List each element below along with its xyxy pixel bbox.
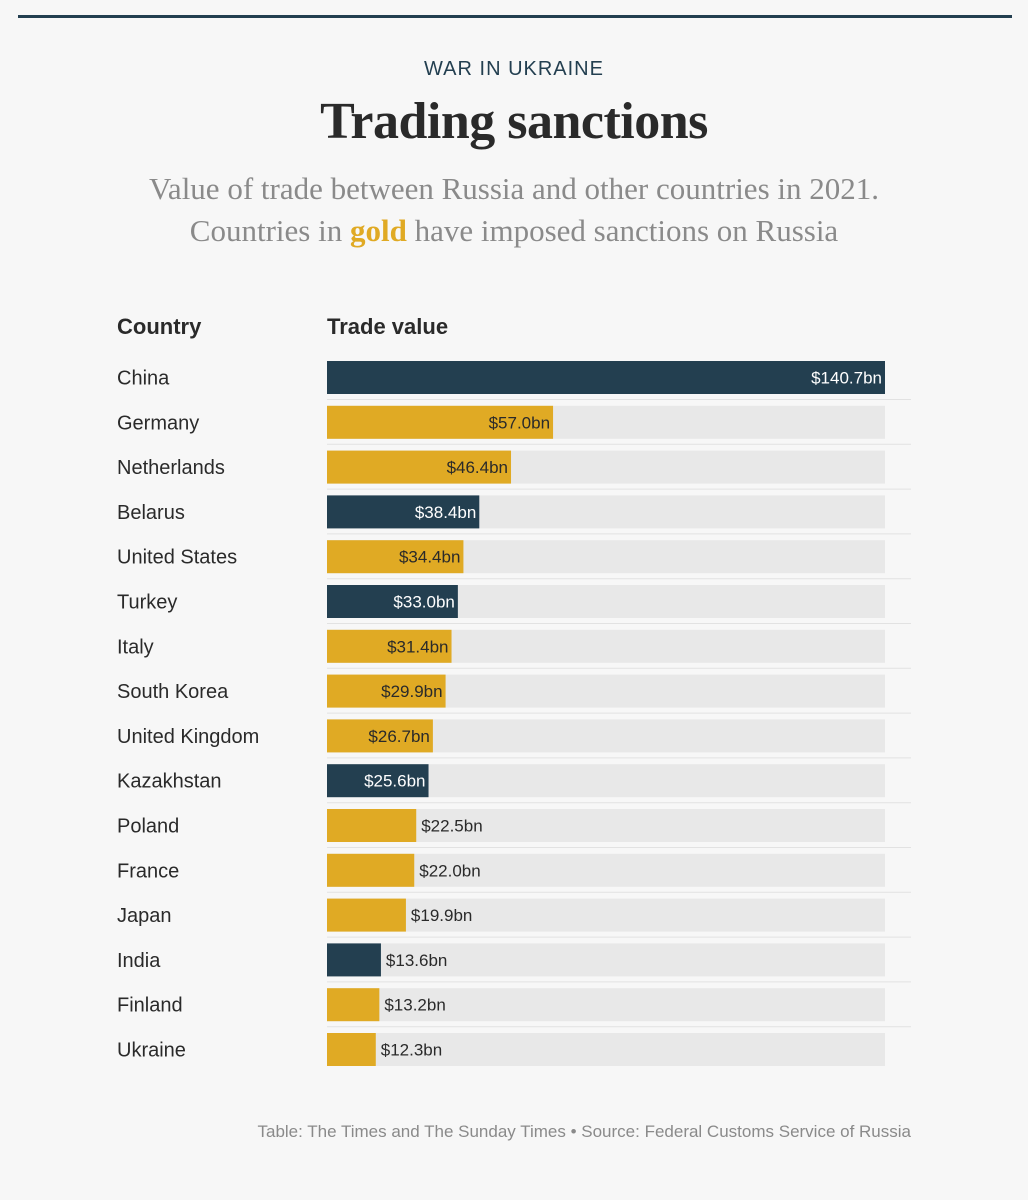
bar-germany [327,405,554,439]
bar-netherlands [327,450,512,484]
country-label-china: China [117,368,170,390]
bar-france [327,853,415,887]
value-label-finland: $13.2bn [384,996,445,1015]
bar-track-japan [327,898,885,932]
bar-ukraine [327,1033,376,1066]
value-label-germany: $57.0bn [489,413,550,432]
value-label-united-states: $34.4bn [399,548,460,567]
subtitle-gold-word: gold [349,213,407,248]
kicker: WAR IN UKRAINE [424,58,604,80]
value-label-india: $13.6bn [386,951,447,970]
country-label-finland: Finland [117,995,183,1017]
value-label-kazakhstan: $25.6bn [364,772,425,791]
subtitle-pre: Countries in [189,213,350,248]
value-label-ukraine: $12.3bn [381,1041,442,1060]
bar-united-states [327,540,464,574]
bar-italy [327,629,452,663]
column-header-trade-value: Trade value [327,314,449,339]
value-label-united-kingdom: $26.7bn [368,727,429,746]
bar-finland [327,988,380,1022]
value-label-netherlands: $46.4bn [447,458,508,477]
bar-south-korea [327,674,446,708]
country-label-south-korea: South Korea [117,681,229,703]
bar-united-kingdom [327,719,433,753]
bar-kazakhstan [327,764,429,798]
top-rule [18,15,1012,18]
bar-track-finland [327,988,885,1022]
country-label-netherlands: Netherlands [117,457,225,479]
bar-track-poland [327,809,885,842]
value-label-poland: $22.5bn [421,817,482,836]
country-label-ukraine: Ukraine [117,1040,186,1062]
country-label-france: France [117,860,179,882]
country-label-italy: Italy [117,636,154,658]
value-label-china: $140.7bn [811,369,882,388]
bar-belarus [327,495,480,529]
subtitle-line-2: Countries in gold have imposed sanctions… [60,210,968,252]
subtitle-post: have imposed sanctions on Russia [406,213,839,248]
country-label-germany: Germany [117,412,199,434]
value-label-south-korea: $29.9bn [381,682,442,701]
country-label-belarus: Belarus [117,502,185,524]
bar-track-ukraine [327,1033,885,1066]
value-label-belarus: $38.4bn [415,503,476,522]
bar-poland [327,809,417,842]
bar-japan [327,898,406,932]
bar-turkey [327,585,458,618]
country-label-kazakhstan: Kazakhstan [117,771,222,793]
bar-india [327,943,381,977]
country-label-japan: Japan [117,905,172,927]
country-label-poland: Poland [117,816,179,838]
source-footer: Table: The Times and The Sunday Times • … [257,1122,911,1141]
value-label-france: $22.0bn [419,861,480,880]
country-label-turkey: Turkey [117,592,177,614]
country-label-united-kingdom: United Kingdom [117,726,259,748]
value-label-turkey: $33.0bn [393,593,454,612]
chart-subtitle: Value of trade between Russia and other … [60,168,968,252]
column-header-country: Country [117,314,202,339]
bar-track-france [327,853,885,887]
value-label-italy: $31.4bn [387,637,448,656]
subtitle-line-1: Value of trade between Russia and other … [148,171,879,206]
bar-china [327,361,885,394]
country-label-united-states: United States [117,547,237,569]
value-label-japan: $19.9bn [411,906,472,925]
country-label-india: India [117,950,161,972]
chart-title: Trading sanctions [320,93,708,150]
bar-track-india [327,943,885,977]
